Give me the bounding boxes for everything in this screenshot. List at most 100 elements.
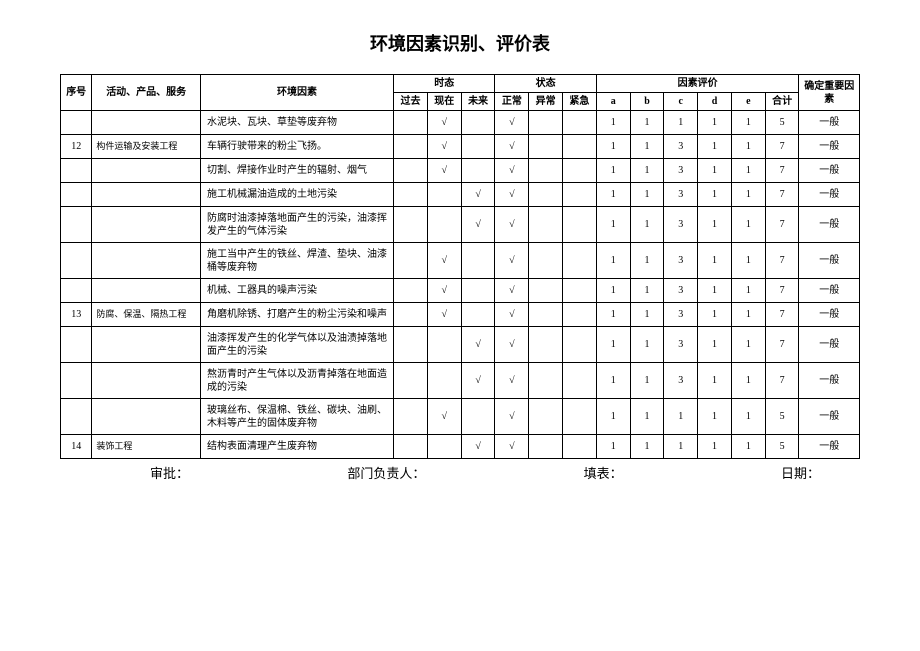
cell-abnormal: [529, 399, 563, 435]
cell-b: 1: [630, 243, 664, 279]
cell-normal: √: [495, 159, 529, 183]
cell-e: 1: [731, 159, 765, 183]
cell-past: [394, 363, 428, 399]
cell-emergency: [563, 363, 597, 399]
cell-activity: [92, 363, 201, 399]
cell-d: 1: [698, 111, 732, 135]
cell-d: 1: [698, 327, 732, 363]
cell-b: 1: [630, 135, 664, 159]
cell-a: 1: [596, 243, 630, 279]
cell-abnormal: [529, 207, 563, 243]
cell-future: [461, 279, 495, 303]
cell-now: √: [427, 159, 461, 183]
cell-c: 3: [664, 327, 698, 363]
cell-emergency: [563, 135, 597, 159]
cell-c: 3: [664, 303, 698, 327]
cell-desc: 防腐时油漆掉落地面产生的污染，油漆挥发产生的气体污染: [201, 207, 394, 243]
cell-total: 7: [765, 135, 799, 159]
cell-desc: 水泥块、瓦块、草垫等废弃物: [201, 111, 394, 135]
cell-total: 5: [765, 111, 799, 135]
cell-c: 3: [664, 183, 698, 207]
cell-result: 一般: [799, 399, 860, 435]
th-past: 过去: [394, 93, 428, 111]
cell-future: √: [461, 183, 495, 207]
cell-past: [394, 135, 428, 159]
cell-future: [461, 243, 495, 279]
cell-total: 7: [765, 279, 799, 303]
table-row: 13防腐、保温、隔热工程角磨机除锈、打磨产生的粉尘污染和噪声√√113117一般: [61, 303, 860, 327]
cell-total: 5: [765, 399, 799, 435]
cell-a: 1: [596, 111, 630, 135]
cell-normal: √: [495, 183, 529, 207]
table-row: 熬沥青时产生气体以及沥青掉落在地面造成的污染√√113117一般: [61, 363, 860, 399]
footer-row: 审批： 部门负责人： 填表： 日期：: [60, 463, 860, 482]
cell-activity: [92, 111, 201, 135]
cell-past: [394, 435, 428, 459]
table-row: 14装饰工程结构表面清理产生废弃物√√111115一般: [61, 435, 860, 459]
cell-seq: [61, 243, 92, 279]
cell-emergency: [563, 399, 597, 435]
cell-future: [461, 111, 495, 135]
cell-e: 1: [731, 111, 765, 135]
cell-d: 1: [698, 243, 732, 279]
cell-past: [394, 327, 428, 363]
th-d: d: [698, 93, 732, 111]
cell-d: 1: [698, 135, 732, 159]
cell-a: 1: [596, 183, 630, 207]
cell-e: 1: [731, 363, 765, 399]
cell-a: 1: [596, 399, 630, 435]
cell-b: 1: [630, 207, 664, 243]
cell-seq: 12: [61, 135, 92, 159]
cell-c: 3: [664, 279, 698, 303]
cell-a: 1: [596, 159, 630, 183]
cell-abnormal: [529, 435, 563, 459]
env-factor-table: 序号 活动、产品、服务 环境因素 时态 状态 因素评价 确定重要因素 过去 现在…: [60, 74, 860, 459]
cell-d: 1: [698, 159, 732, 183]
cell-abnormal: [529, 111, 563, 135]
cell-seq: [61, 159, 92, 183]
cell-b: 1: [630, 435, 664, 459]
cell-total: 7: [765, 159, 799, 183]
cell-seq: [61, 279, 92, 303]
cell-future: [461, 135, 495, 159]
cell-total: 7: [765, 327, 799, 363]
table-row: 机械、工器具的噪声污染√√113117一般: [61, 279, 860, 303]
cell-result: 一般: [799, 435, 860, 459]
cell-now: [427, 327, 461, 363]
cell-activity: [92, 159, 201, 183]
cell-now: √: [427, 399, 461, 435]
cell-future: √: [461, 207, 495, 243]
cell-seq: [61, 111, 92, 135]
cell-past: [394, 183, 428, 207]
cell-desc: 玻璃丝布、保温棉、铁丝、碳块、油刷、木料等产生的固体废弃物: [201, 399, 394, 435]
table-header: 序号 活动、产品、服务 环境因素 时态 状态 因素评价 确定重要因素 过去 现在…: [61, 75, 860, 111]
cell-result: 一般: [799, 111, 860, 135]
cell-total: 7: [765, 303, 799, 327]
cell-now: √: [427, 111, 461, 135]
cell-e: 1: [731, 183, 765, 207]
cell-seq: [61, 183, 92, 207]
cell-emergency: [563, 327, 597, 363]
cell-d: 1: [698, 279, 732, 303]
cell-d: 1: [698, 399, 732, 435]
cell-e: 1: [731, 327, 765, 363]
cell-desc: 角磨机除锈、打磨产生的粉尘污染和噪声: [201, 303, 394, 327]
table-body: 水泥块、瓦块、草垫等废弃物√√111115一般12构件运输及安装工程车辆行驶带来…: [61, 111, 860, 459]
th-factor: 环境因素: [201, 75, 394, 111]
cell-normal: √: [495, 243, 529, 279]
table-row: 油漆挥发产生的化学气体以及油渍掉落地面产生的污染√√113117一般: [61, 327, 860, 363]
cell-past: [394, 159, 428, 183]
cell-c: 3: [664, 159, 698, 183]
cell-seq: [61, 399, 92, 435]
cell-past: [394, 279, 428, 303]
cell-past: [394, 303, 428, 327]
cell-desc: 施工机械漏油造成的土地污染: [201, 183, 394, 207]
cell-e: 1: [731, 303, 765, 327]
cell-activity: [92, 183, 201, 207]
cell-abnormal: [529, 303, 563, 327]
cell-now: √: [427, 243, 461, 279]
cell-abnormal: [529, 135, 563, 159]
cell-now: √: [427, 135, 461, 159]
cell-activity: [92, 279, 201, 303]
cell-activity: [92, 327, 201, 363]
